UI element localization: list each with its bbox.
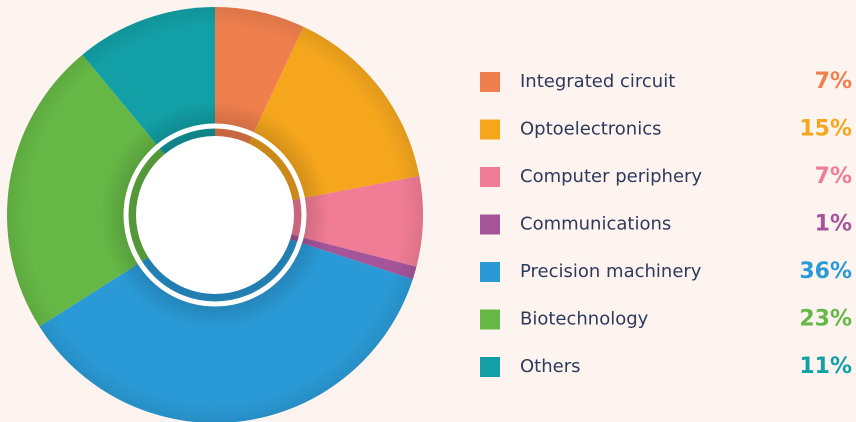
legend-label: Precision machinery bbox=[520, 261, 702, 282]
legend-label: Communications bbox=[520, 214, 671, 235]
legend-swatch bbox=[480, 357, 500, 377]
value-label: 15% bbox=[799, 117, 852, 142]
legend-swatch bbox=[480, 167, 500, 187]
value-label: 7% bbox=[815, 164, 852, 189]
legend-swatch bbox=[480, 262, 500, 282]
value-label: 1% bbox=[815, 212, 852, 237]
legend-label: Others bbox=[520, 356, 581, 377]
legend-swatch bbox=[480, 214, 500, 235]
value-label: 11% bbox=[799, 354, 852, 379]
legend-label: Optoelectronics bbox=[520, 119, 661, 140]
legend-label: Computer periphery bbox=[520, 166, 702, 187]
inner-ring bbox=[123, 123, 307, 307]
value-label: 7% bbox=[815, 69, 852, 94]
value-label: 36% bbox=[799, 259, 852, 284]
legend-label: Biotechnology bbox=[520, 309, 649, 330]
hole bbox=[136, 136, 294, 294]
legend: Integrated circuit 7% Optoelectronics 15% Co… bbox=[480, 69, 852, 379]
legend-swatch bbox=[480, 119, 500, 140]
donut bbox=[7, 7, 423, 422]
legend-swatch bbox=[480, 72, 500, 92]
value-label: 23% bbox=[799, 307, 852, 332]
legend-label: Integrated circuit bbox=[520, 71, 675, 92]
legend-swatch bbox=[480, 309, 500, 330]
